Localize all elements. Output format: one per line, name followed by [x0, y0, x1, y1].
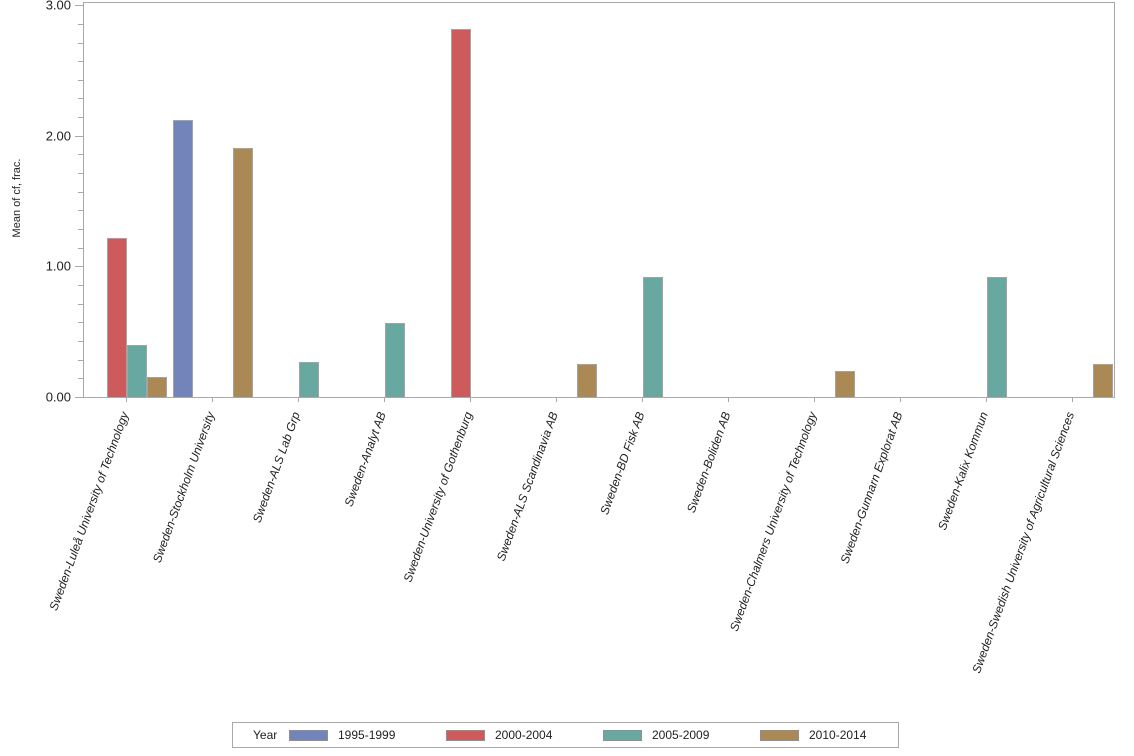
x-tick: [814, 398, 815, 402]
y-minor-tick: [78, 341, 83, 342]
x-axis: [83, 398, 1115, 404]
x-tick: [298, 398, 299, 402]
bar: [643, 277, 663, 397]
x-category-label: Sweden-Chalmers University of Technology: [726, 410, 820, 634]
x-category-label: Sweden-ALS Scandinavia AB: [494, 410, 562, 563]
legend-item: 1995-1999: [289, 723, 395, 747]
x-category-label: Sweden-ALS Lab Grp: [250, 410, 304, 525]
y-minor-tick: [78, 229, 83, 230]
x-category-label: Sweden-Swedish University of Agricultura…: [969, 410, 1078, 676]
x-category-label: Sweden-Analyt AB: [341, 410, 390, 509]
y-minor-tick: [78, 378, 83, 379]
y-minor-tick: [78, 322, 83, 323]
legend: Year 1995-1999 2000-2004 2005-2009 2010-201…: [232, 722, 899, 748]
x-category-label: Sweden-Boliden AB: [683, 410, 734, 515]
bar: [147, 377, 167, 397]
bar: [127, 345, 147, 397]
y-minor-tick: [78, 61, 83, 62]
legend-entry-label: 1995-1999: [338, 728, 396, 742]
x-axis-labels: Sweden-Luleå University of Technology Swe…: [46, 400, 1115, 730]
x-tick: [126, 398, 127, 402]
y-axis: 0.00 1.00 2.00 3.00: [0, 0, 83, 405]
legend-title: Year: [253, 728, 278, 742]
y-major-tick: [75, 5, 83, 6]
x-tick: [384, 398, 385, 402]
y-minor-tick: [78, 43, 83, 44]
x-tick: [986, 398, 987, 402]
y-minor-tick: [78, 154, 83, 155]
x-category-label: Sweden-Gunnarn Explorat AB: [837, 410, 906, 566]
legend-entry-label: 2010-2014: [809, 728, 867, 742]
x-tick: [728, 398, 729, 402]
y-minor-tick: [78, 360, 83, 361]
y-tick-label: 0.00: [45, 389, 71, 405]
y-minor-tick: [78, 210, 83, 211]
legend-entry-label: 2005-2009: [652, 728, 710, 742]
legend-item: 2000-2004: [446, 723, 552, 747]
y-minor-tick: [78, 117, 83, 118]
legend-entry-label: 2000-2004: [495, 728, 553, 742]
bar: [385, 323, 405, 397]
legend-item: 2010-2014: [760, 723, 866, 747]
y-minor-tick: [78, 98, 83, 99]
bar: [451, 29, 471, 397]
legend-swatch: [760, 729, 799, 741]
bar: [835, 371, 855, 397]
legend-swatch: [446, 729, 485, 741]
x-tick: [642, 398, 643, 402]
y-minor-tick: [78, 173, 83, 174]
y-minor-tick: [78, 248, 83, 249]
y-minor-tick: [78, 80, 83, 81]
bar: [1093, 364, 1113, 397]
plot-area: [83, 2, 1115, 398]
y-minor-tick: [78, 24, 83, 25]
bar: [173, 120, 193, 397]
x-tick: [212, 398, 213, 402]
x-category-label: Sweden-University of Gothenburg: [400, 410, 476, 585]
y-tick-label: 2.00: [45, 128, 71, 144]
bar: [577, 364, 597, 397]
bar: [233, 148, 253, 397]
y-major-tick: [75, 397, 83, 398]
y-major-tick: [75, 266, 83, 267]
y-minor-tick: [78, 192, 83, 193]
x-tick: [1072, 398, 1073, 402]
bar: [107, 238, 127, 397]
legend-item: 2005-2009: [603, 723, 709, 747]
y-minor-tick: [78, 285, 83, 286]
x-category-label: Sweden-Stockholm University: [149, 410, 218, 565]
bar: [987, 277, 1007, 397]
x-category-label: Sweden-Kalix Kommun: [935, 410, 992, 533]
x-tick: [900, 398, 901, 402]
legend-swatch: [603, 729, 642, 741]
x-tick: [556, 398, 557, 402]
y-major-tick: [75, 136, 83, 137]
x-category-label: Sweden-BD Fisk AB: [596, 410, 648, 517]
y-tick-label: 3.00: [45, 0, 71, 13]
y-tick-label: 1.00: [45, 258, 71, 274]
x-tick: [470, 398, 471, 402]
y-minor-tick: [78, 304, 83, 305]
bar: [299, 362, 319, 397]
legend-swatch: [289, 729, 328, 741]
x-category-label: Sweden-Luleå University of Technology: [46, 410, 132, 613]
